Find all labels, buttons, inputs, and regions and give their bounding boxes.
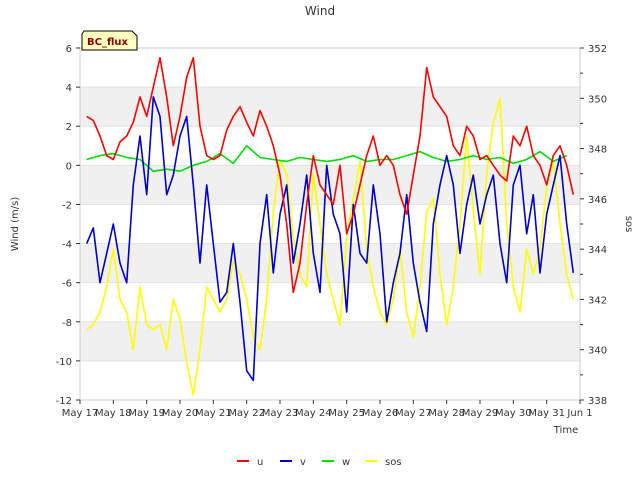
legend-label-sos: sos (385, 457, 402, 468)
band-neg4-neg2 (80, 243, 580, 283)
y2-tick-label: 352 (588, 44, 607, 55)
y2-tick-label: 338 (588, 396, 607, 407)
x-tick-label: May 20 (162, 408, 199, 419)
y-tick-label: 0 (66, 161, 72, 172)
legend-label-w: w (342, 457, 350, 468)
badge-box (81, 30, 138, 51)
x-tick-label: May 30 (495, 408, 532, 419)
x-tick-label: May 24 (295, 408, 332, 419)
y2-tick-label: 342 (588, 295, 607, 306)
series-layer (85, 56, 575, 396)
y2-tick-label: 346 (588, 195, 607, 206)
legend: u v w sos (237, 457, 402, 468)
x-tick-label: May 28 (428, 408, 465, 419)
x-tick-label: May 19 (128, 408, 165, 419)
y-tick-label: 2 (66, 122, 72, 133)
x-tick-label: May 23 (262, 408, 299, 419)
y-axis-left: 6 4 2 0 -2 -4 -6 -8 -10 -12 (56, 44, 80, 407)
x-tick-label: May 18 (95, 408, 132, 419)
y-tick-label: -6 (62, 279, 72, 290)
series-line-v (85, 96, 575, 382)
badge-label: BC_flux (87, 37, 128, 48)
y-axis-title: Wind (m/s) (10, 197, 21, 252)
plot-background (80, 48, 580, 400)
x-tick-label: May 22 (228, 408, 265, 419)
x-tick-label: May 29 (462, 408, 499, 419)
y2-tick-label: 344 (588, 245, 607, 256)
badge: BC_flux (81, 30, 138, 51)
y-tick-label: 6 (66, 44, 72, 55)
y-tick-label: -10 (56, 357, 72, 368)
legend-label-v: v (300, 457, 306, 468)
y2-axis-title: sos (623, 216, 634, 233)
y-tick-label: -2 (62, 200, 72, 211)
x-tick-label: Jun 1 (566, 408, 592, 419)
y2-tick-label: 340 (588, 346, 607, 357)
series-line-u (86, 56, 575, 294)
band-neg8-neg6 (80, 321, 580, 361)
legend-label-u: u (257, 457, 263, 468)
x-tick-label: May 17 (62, 408, 99, 419)
y2-tick-label: 348 (588, 145, 607, 156)
x-tick-label: May 27 (395, 408, 432, 419)
y-tick-label: -8 (62, 318, 72, 329)
y-tick-label: -4 (62, 240, 72, 251)
x-tick-label: May 26 (362, 408, 399, 419)
y2-tick-label: 350 (588, 94, 607, 105)
y-axis-right: 352 350 348 346 344 342 340 338 (580, 44, 607, 407)
x-tick-label: May 25 (328, 408, 365, 419)
band-4-6 (80, 87, 580, 127)
chart-title: Wind (305, 4, 335, 18)
x-tick-label: May 31 (528, 408, 565, 419)
y-tick-label: -12 (56, 396, 72, 407)
series-line-sos (86, 97, 575, 396)
series-line-w (86, 145, 568, 172)
y-tick-label: 4 (66, 83, 72, 94)
x-tick-label: May 21 (195, 408, 232, 419)
x-axis-title: Time (553, 425, 578, 436)
